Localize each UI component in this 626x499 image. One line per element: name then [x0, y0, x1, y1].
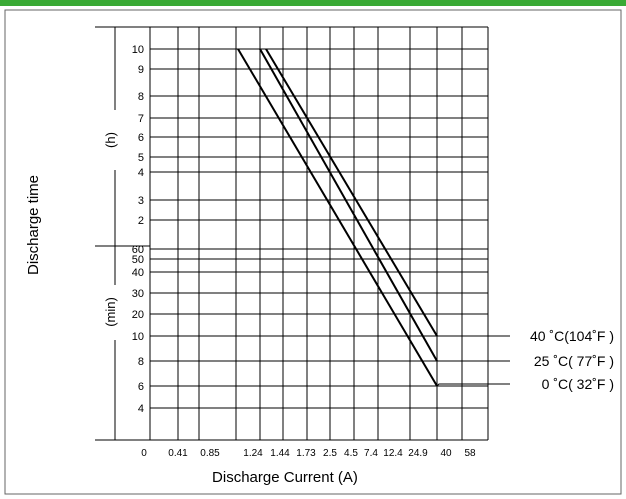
y-min-tick-label: 8: [138, 356, 144, 368]
y-min-tick-label: 60: [132, 244, 144, 256]
x-tick-label: 0.41: [168, 448, 188, 459]
y-hour-tick-label: 5: [138, 152, 144, 164]
x-tick-label: 0.85: [200, 448, 220, 459]
y-hour-tick-label: 6: [138, 132, 144, 144]
y-hour-tick-label: 4: [138, 167, 144, 179]
y-min-tick-label: 20: [132, 309, 144, 321]
x-tick-label: 4.5: [344, 448, 358, 459]
legend-label: 25 ˚C( 77˚F ): [534, 353, 614, 369]
y-min-tick-label: 6: [138, 381, 144, 393]
grid: [95, 26, 489, 441]
chart-border: [4, 9, 622, 495]
x-tick-label: 2.5: [323, 448, 337, 459]
y-hour-tick-label: 3: [138, 195, 144, 207]
y-min-tick-label: 4: [138, 403, 144, 415]
y-min-tick-label: 50: [132, 254, 144, 266]
legend-leader: [436, 383, 510, 387]
series-line: [259, 48, 438, 362]
series-lines: [237, 48, 438, 387]
y-axis-label: Discharge time: [25, 175, 42, 275]
y-hour-tick-label: 9: [138, 64, 144, 76]
legend: 40 ˚C(104˚F ) 25 ˚C( 77˚F ) 0 ˚C( 32˚F ): [436, 328, 614, 392]
y-hour-tick-label: 10: [132, 44, 144, 56]
top-accent-bar: [0, 0, 626, 6]
y-hour-tick-label: 2: [138, 215, 144, 227]
y-min-tick-label: 40: [132, 267, 144, 279]
y-minute-unit: (min): [103, 297, 118, 327]
series-line: [237, 48, 438, 387]
legend-label: 40 ˚C(104˚F ): [530, 328, 614, 344]
x-axis-label: Discharge Current (A): [212, 469, 358, 486]
legend-label: 0 ˚C( 32˚F ): [542, 376, 614, 392]
x-tick-label: 1.44: [270, 448, 290, 459]
x-tick-label: 1.24: [243, 448, 263, 459]
y-hour-tick-label: 8: [138, 91, 144, 103]
x-tick-label: 40: [440, 448, 452, 459]
x-tick-label: 12.4: [383, 448, 403, 459]
y-hour-unit: (h): [103, 132, 118, 148]
y-hour-tick-label: 7: [138, 113, 144, 125]
y-min-tick-label: 10: [132, 331, 144, 343]
x-ticks: 0 0.41 0.85 1.24 1.44 1.73 2.5 4.5 7.4 12.4 24.9 40…: [141, 448, 476, 459]
y-min-tick-label: 30: [132, 288, 144, 300]
x-tick-label: 1.73: [296, 448, 316, 459]
x-tick-label: 58: [464, 448, 476, 459]
x-tick-label: 24.9: [408, 448, 428, 459]
x-tick-label: 0: [141, 448, 147, 459]
series-line: [265, 48, 438, 337]
x-tick-label: 7.4: [364, 448, 378, 459]
